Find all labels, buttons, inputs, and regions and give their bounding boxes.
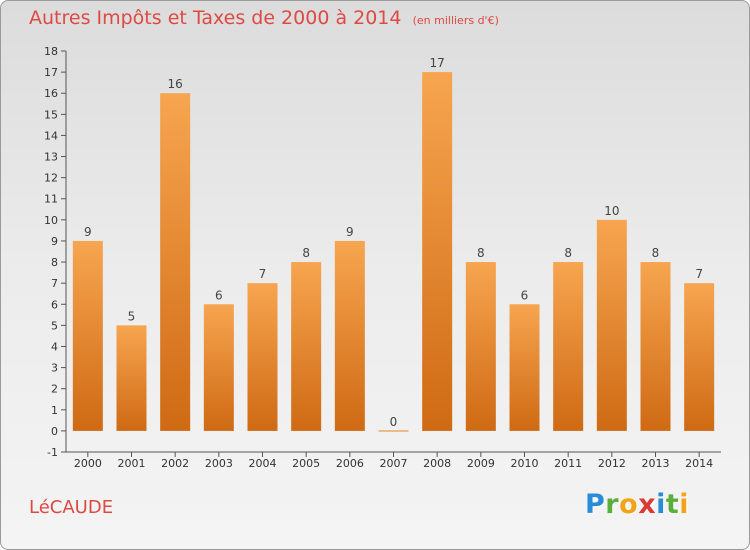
bar — [596, 219, 627, 431]
proxiti-logo: Proxiti — [585, 489, 689, 520]
bar — [160, 93, 191, 431]
data-label: 8 — [302, 246, 310, 260]
logo-letter: P — [585, 489, 606, 520]
bar — [116, 325, 147, 431]
chart-subtitle: (en milliers d'€) — [412, 14, 499, 27]
bar — [291, 262, 322, 431]
x-tick-label: 2004 — [249, 457, 277, 470]
x-tick-label: 2006 — [336, 457, 364, 470]
y-tick-label: 4 — [51, 340, 58, 353]
bar — [72, 240, 103, 431]
y-tick-label: 15 — [44, 108, 58, 121]
data-label: 16 — [168, 77, 183, 91]
data-label: 6 — [215, 288, 223, 302]
y-tick-label: 0 — [51, 425, 58, 438]
x-tick-label: 2009 — [467, 457, 495, 470]
y-tick-label: 1 — [51, 404, 58, 417]
y-tick-label: 7 — [51, 277, 58, 290]
x-tick-label: 2007 — [380, 457, 408, 470]
data-label: 9 — [346, 225, 354, 239]
logo-letter: t — [665, 489, 680, 520]
data-label: 10 — [604, 204, 619, 218]
bar — [422, 72, 453, 431]
logo-letter: i — [656, 489, 666, 520]
data-label: 8 — [652, 246, 660, 260]
bar — [465, 262, 496, 431]
logo-letter: x — [638, 489, 657, 520]
x-tick-label: 2014 — [685, 457, 713, 470]
logo-letter: o — [619, 489, 639, 520]
x-tick-label: 2000 — [74, 457, 102, 470]
data-label: 17 — [430, 56, 445, 70]
y-tick-label: 2 — [51, 383, 58, 396]
data-label: 5 — [128, 309, 136, 323]
data-label: 8 — [564, 246, 572, 260]
bar — [203, 304, 234, 431]
data-label: 6 — [521, 288, 529, 302]
data-label: 0 — [390, 415, 398, 429]
y-tick-label: 10 — [44, 214, 58, 227]
data-label: 7 — [695, 267, 703, 281]
x-tick-label: 2005 — [292, 457, 320, 470]
bar — [684, 283, 715, 431]
x-tick-label: 2001 — [118, 457, 146, 470]
y-tick-label: 14 — [44, 129, 58, 142]
x-tick-label: 2003 — [205, 457, 233, 470]
y-tick-label: 8 — [51, 256, 58, 269]
y-tick-label: 3 — [51, 362, 58, 375]
x-tick-label: 2012 — [598, 457, 626, 470]
bars — [72, 72, 715, 432]
y-tick-label: 16 — [44, 87, 58, 100]
bar — [247, 283, 278, 431]
bar — [553, 262, 584, 431]
logo-letter: i — [679, 489, 690, 520]
data-label: 7 — [259, 267, 267, 281]
x-tick-label: 2010 — [511, 457, 539, 470]
data-label: 9 — [84, 225, 92, 239]
y-tick-label: 13 — [44, 151, 58, 164]
y-tick-label: 9 — [51, 235, 58, 248]
y-tick-label: -1 — [47, 446, 58, 459]
bar — [334, 240, 365, 431]
bar — [509, 304, 540, 431]
y-tick-label: 18 — [44, 45, 58, 58]
y-tick-label: 5 — [51, 319, 58, 332]
y-tick-label: 11 — [44, 193, 58, 206]
chart-title-group: Autres Impôts et Taxes de 2000 à 2014 (e… — [29, 7, 499, 29]
logo-letter: r — [605, 489, 620, 520]
place-name: LéCAUDE — [29, 497, 114, 518]
x-tick-label: 2013 — [642, 457, 670, 470]
x-tick-label: 2011 — [554, 457, 582, 470]
bar — [640, 262, 671, 431]
chart-title: Autres Impôts et Taxes de 2000 à 2014 — [29, 7, 402, 29]
data-labels: 9 5 16 6 7 8 9 0 17 8 6 8 10 8 7 — [84, 56, 703, 429]
y-tick-label: 17 — [44, 66, 58, 79]
bar — [378, 430, 409, 432]
y-tick-label: 6 — [51, 298, 58, 311]
data-label: 8 — [477, 246, 485, 260]
y-tick-label: 12 — [44, 172, 58, 185]
x-tick-label: 2002 — [161, 457, 189, 470]
x-tick-label: 2008 — [423, 457, 451, 470]
